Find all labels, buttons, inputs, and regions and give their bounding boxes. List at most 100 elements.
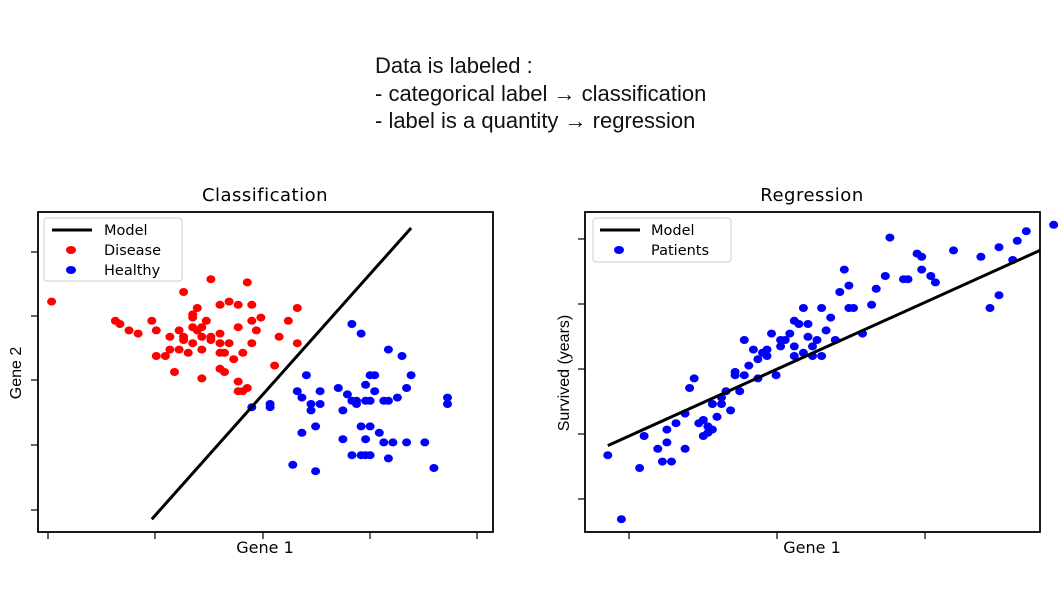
- header-line-2: - categorical label → classification: [375, 80, 707, 106]
- patients-point: [662, 438, 672, 447]
- disease-point: [115, 320, 125, 328]
- disease-point: [247, 300, 257, 309]
- healthy-point: [288, 460, 298, 469]
- patients-point: [744, 361, 754, 370]
- healthy-point: [311, 422, 321, 431]
- patients-point: [780, 336, 790, 344]
- patients-point: [994, 291, 1004, 300]
- patients-point: [785, 329, 795, 338]
- healthy-point: [370, 387, 380, 396]
- healthy-point: [306, 400, 316, 408]
- disease-point: [247, 316, 257, 325]
- disease-point: [188, 339, 198, 348]
- disease-point: [197, 374, 207, 383]
- healthy-point: [333, 384, 343, 392]
- healthy-point: [297, 393, 307, 402]
- healthy-point: [347, 320, 357, 328]
- patients-point: [735, 387, 745, 396]
- patients-point: [926, 272, 936, 280]
- patients-point: [798, 304, 808, 312]
- disease-point: [197, 345, 207, 354]
- healthy-point: [352, 400, 361, 408]
- regression-title: Regression: [760, 185, 863, 206]
- patients-point: [767, 329, 776, 338]
- healthy-point: [402, 438, 412, 447]
- disease-point: [201, 316, 211, 325]
- classification-points: [47, 275, 452, 476]
- healthy-point: [429, 464, 439, 472]
- patients-point: [949, 246, 958, 255]
- legend-patients-swatch: [614, 246, 624, 254]
- disease-point: [215, 300, 225, 309]
- patients-point: [762, 352, 772, 360]
- disease-point: [270, 361, 280, 370]
- disease-point: [179, 288, 189, 296]
- patients-point: [817, 352, 827, 360]
- header-line-1: Data is labeled :: [375, 53, 533, 78]
- disease-point: [251, 326, 261, 335]
- patients-point: [712, 412, 722, 421]
- patients-point: [739, 371, 749, 380]
- healthy-point: [388, 438, 398, 447]
- disease-point: [233, 323, 243, 332]
- patients-point: [930, 278, 940, 287]
- disease-point: [206, 275, 216, 284]
- classification-model-line: [150, 227, 413, 521]
- classification-ylabel: Gene 2: [8, 347, 25, 400]
- patients-point: [662, 425, 672, 434]
- patients-point: [748, 345, 758, 354]
- patients-point: [803, 320, 813, 328]
- disease-point: [206, 332, 216, 341]
- disease-point: [197, 332, 207, 341]
- patients-point: [976, 252, 986, 261]
- healthy-point: [311, 467, 321, 476]
- patients-point: [753, 355, 763, 364]
- patients-point: [789, 342, 799, 351]
- disease-point: [247, 339, 257, 348]
- patients-point: [917, 252, 927, 261]
- disease-point: [174, 345, 184, 354]
- healthy-point: [342, 390, 352, 399]
- disease-point: [151, 352, 161, 360]
- patients-point: [885, 233, 895, 242]
- patients-point: [726, 406, 736, 415]
- patients-point: [667, 457, 676, 466]
- disease-point: [192, 304, 202, 312]
- disease-point: [233, 377, 243, 386]
- patients-point: [657, 457, 667, 466]
- healthy-point: [402, 384, 412, 392]
- disease-point: [165, 332, 175, 341]
- patients-point: [635, 464, 645, 472]
- disease-point: [256, 313, 266, 322]
- legend-healthy-swatch: [66, 266, 76, 274]
- patients-point: [771, 371, 781, 380]
- healthy-point: [365, 451, 375, 460]
- regression-points: [603, 220, 1058, 524]
- healthy-point: [392, 393, 402, 402]
- healthy-point: [379, 438, 389, 447]
- healthy-point: [383, 396, 393, 405]
- disease-point: [224, 297, 234, 306]
- disease-point: [179, 336, 189, 344]
- healthy-point: [370, 371, 380, 380]
- disease-point: [197, 323, 207, 332]
- disease-point: [220, 368, 229, 376]
- patients-point: [698, 416, 708, 424]
- patients-point: [985, 304, 995, 312]
- patients-point: [844, 281, 854, 290]
- disease-point: [147, 316, 157, 325]
- healthy-point: [406, 371, 416, 380]
- healthy-point: [315, 400, 325, 408]
- classification-title: Classification: [202, 185, 328, 206]
- disease-point: [242, 278, 252, 287]
- patients-point: [685, 384, 695, 392]
- patients-point: [817, 304, 827, 312]
- legend-label-model: Model: [104, 223, 148, 239]
- patients-point: [639, 432, 649, 440]
- legend-box: [43, 217, 183, 282]
- disease-point: [274, 332, 284, 341]
- healthy-point: [361, 380, 371, 389]
- healthy-point: [365, 422, 375, 431]
- patients-point: [616, 515, 626, 524]
